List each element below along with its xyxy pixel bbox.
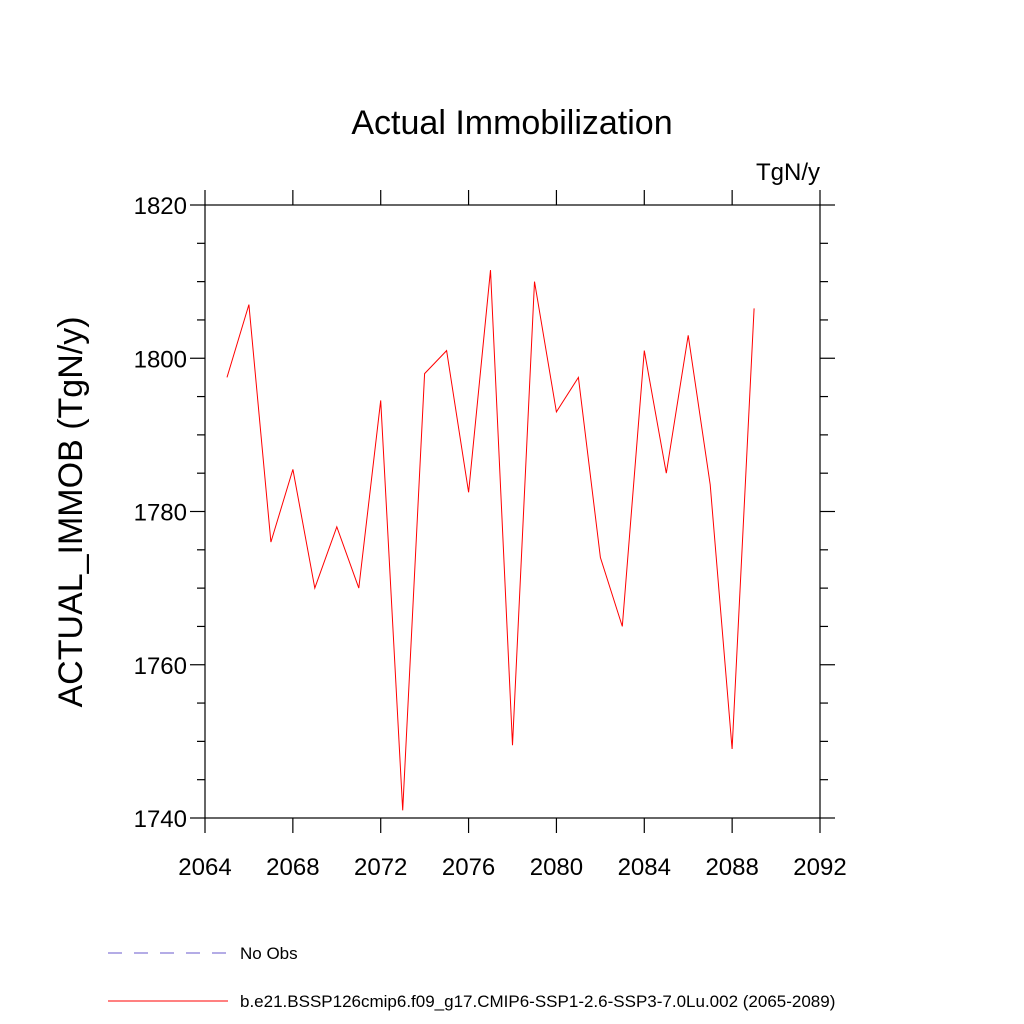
tick-marks bbox=[190, 190, 835, 833]
chart-title: Actual Immobilization bbox=[351, 104, 672, 142]
x-tick-label: 2088 bbox=[705, 854, 758, 881]
legend: No Obs b.e21.BSSP126cmip6.f09_g17.CMIP6-… bbox=[108, 944, 835, 1011]
tick-labels: 2064 2068 2072 2076 2080 2084 2088 2092 1740 1760… bbox=[134, 193, 847, 881]
x-tick-label: 2068 bbox=[266, 854, 319, 881]
y-axis-label: ACTUAL_IMMOB (TgN/y) bbox=[52, 316, 90, 707]
x-tick-label: 2080 bbox=[530, 854, 583, 881]
x-tick-label: 2076 bbox=[442, 854, 495, 881]
y-tick-label: 1800 bbox=[134, 346, 187, 373]
y-tick-label: 1760 bbox=[134, 653, 187, 680]
x-tick-label: 2084 bbox=[618, 854, 671, 881]
legend-label-model: b.e21.BSSP126cmip6.f09_g17.CMIP6-SSP1-2.… bbox=[240, 992, 835, 1011]
series-layer bbox=[226, 270, 755, 811]
y-tick-label: 1740 bbox=[134, 806, 187, 833]
x-tick-label: 2072 bbox=[354, 854, 407, 881]
series-line-0 bbox=[226, 270, 755, 811]
plot-frame bbox=[204, 204, 821, 819]
x-tick-label: 2064 bbox=[178, 854, 231, 881]
y-tick-label: 1780 bbox=[134, 500, 187, 527]
x-tick-label: 2092 bbox=[793, 854, 846, 881]
y-tick-label: 1820 bbox=[134, 193, 187, 220]
units-label: TgN/y bbox=[756, 159, 820, 186]
legend-label-no-obs: No Obs bbox=[240, 944, 298, 963]
